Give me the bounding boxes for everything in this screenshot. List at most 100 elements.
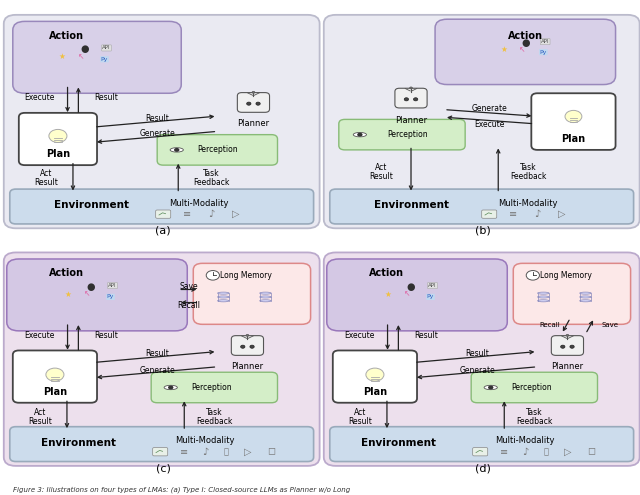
Text: (b): (b) — [476, 225, 491, 236]
Text: ★: ★ — [58, 52, 65, 61]
Text: ≡: ≡ — [180, 446, 188, 457]
Text: ♪: ♪ — [534, 209, 540, 219]
Text: ♪: ♪ — [208, 209, 214, 219]
Text: API: API — [428, 283, 437, 288]
FancyBboxPatch shape — [19, 113, 97, 165]
Ellipse shape — [218, 296, 229, 298]
Text: Perception: Perception — [197, 146, 237, 154]
Ellipse shape — [484, 385, 497, 390]
Text: ♪: ♪ — [202, 446, 209, 457]
FancyBboxPatch shape — [156, 210, 171, 218]
Text: (d): (d) — [476, 463, 491, 473]
FancyBboxPatch shape — [324, 252, 639, 466]
Text: Result: Result — [145, 349, 169, 358]
Text: (c): (c) — [156, 463, 171, 473]
Ellipse shape — [538, 300, 549, 302]
Text: Multi-Modality: Multi-Modality — [495, 437, 555, 446]
FancyBboxPatch shape — [330, 427, 634, 461]
Text: Task: Task — [206, 408, 223, 417]
FancyBboxPatch shape — [10, 427, 314, 461]
Text: ≡: ≡ — [183, 209, 191, 219]
FancyBboxPatch shape — [231, 336, 264, 355]
Text: Recall: Recall — [539, 322, 560, 328]
Ellipse shape — [260, 296, 271, 298]
Text: ↖: ↖ — [404, 290, 410, 298]
Text: Feedback: Feedback — [193, 178, 230, 187]
Text: Environment: Environment — [374, 200, 449, 210]
Text: Plan: Plan — [46, 149, 70, 159]
Ellipse shape — [353, 133, 367, 137]
Text: ●: ● — [407, 282, 415, 292]
Text: Figure 3: Illustrations on four types of LMAs: (a) Type I: Closed-source LLMs as: Figure 3: Illustrations on four types of… — [13, 486, 350, 493]
Text: Act: Act — [354, 408, 366, 417]
Circle shape — [174, 148, 179, 152]
Text: Act: Act — [40, 169, 52, 178]
Text: Result: Result — [369, 172, 393, 181]
FancyBboxPatch shape — [157, 135, 278, 165]
Text: Multi-Modality: Multi-Modality — [175, 437, 235, 446]
Circle shape — [241, 345, 245, 348]
Ellipse shape — [260, 292, 271, 294]
Text: Generate: Generate — [460, 366, 495, 375]
Circle shape — [168, 386, 173, 390]
FancyBboxPatch shape — [13, 350, 97, 403]
Text: Multi-Modality: Multi-Modality — [499, 199, 558, 208]
FancyBboxPatch shape — [531, 93, 616, 150]
Ellipse shape — [580, 292, 591, 294]
Text: ★: ★ — [384, 290, 391, 298]
Text: Execute: Execute — [25, 93, 55, 102]
Circle shape — [246, 102, 251, 105]
FancyBboxPatch shape — [324, 15, 639, 228]
Text: Result: Result — [348, 417, 372, 426]
FancyBboxPatch shape — [153, 447, 168, 456]
FancyBboxPatch shape — [7, 259, 188, 331]
Text: ♪: ♪ — [522, 446, 529, 457]
Text: Long Memory: Long Memory — [220, 271, 272, 280]
Text: Planner: Planner — [232, 362, 264, 371]
FancyBboxPatch shape — [193, 263, 310, 324]
Text: Generate: Generate — [140, 129, 175, 138]
Text: Py: Py — [101, 57, 108, 62]
Circle shape — [561, 345, 565, 348]
Circle shape — [252, 91, 255, 93]
Text: Plan: Plan — [561, 134, 586, 144]
FancyBboxPatch shape — [482, 210, 497, 218]
Text: API: API — [108, 283, 117, 288]
Ellipse shape — [164, 385, 177, 390]
Text: Result: Result — [94, 93, 118, 102]
FancyBboxPatch shape — [151, 372, 278, 403]
Text: ▷: ▷ — [557, 209, 565, 219]
Text: ⛏: ⛏ — [224, 447, 229, 456]
Text: Multi-Modality: Multi-Modality — [170, 199, 229, 208]
Ellipse shape — [580, 296, 591, 298]
Text: Result: Result — [34, 178, 58, 187]
Text: Environment: Environment — [54, 200, 129, 210]
FancyBboxPatch shape — [237, 93, 269, 112]
Text: Py: Py — [107, 295, 115, 299]
Text: Task: Task — [520, 163, 536, 172]
Text: ◻: ◻ — [268, 446, 276, 457]
Text: Act: Act — [34, 408, 46, 417]
FancyBboxPatch shape — [13, 21, 181, 93]
FancyBboxPatch shape — [10, 189, 314, 224]
Circle shape — [565, 110, 582, 123]
Ellipse shape — [260, 300, 271, 302]
Text: ◻: ◻ — [588, 446, 596, 457]
Circle shape — [46, 368, 64, 381]
Text: Action: Action — [49, 268, 84, 278]
FancyBboxPatch shape — [395, 88, 427, 108]
Circle shape — [206, 271, 220, 280]
Text: API: API — [541, 39, 550, 44]
FancyBboxPatch shape — [330, 189, 634, 224]
Text: Save: Save — [601, 322, 618, 328]
Text: Result: Result — [28, 417, 52, 426]
Text: Feedback: Feedback — [196, 417, 232, 426]
FancyBboxPatch shape — [471, 372, 598, 403]
Text: Generate: Generate — [140, 366, 175, 375]
Text: ↖: ↖ — [78, 52, 84, 61]
Text: ↖: ↖ — [518, 45, 525, 54]
Text: Feedback: Feedback — [510, 172, 547, 181]
Circle shape — [366, 368, 384, 381]
Text: Environment: Environment — [42, 438, 116, 448]
Text: Plan: Plan — [43, 387, 67, 397]
